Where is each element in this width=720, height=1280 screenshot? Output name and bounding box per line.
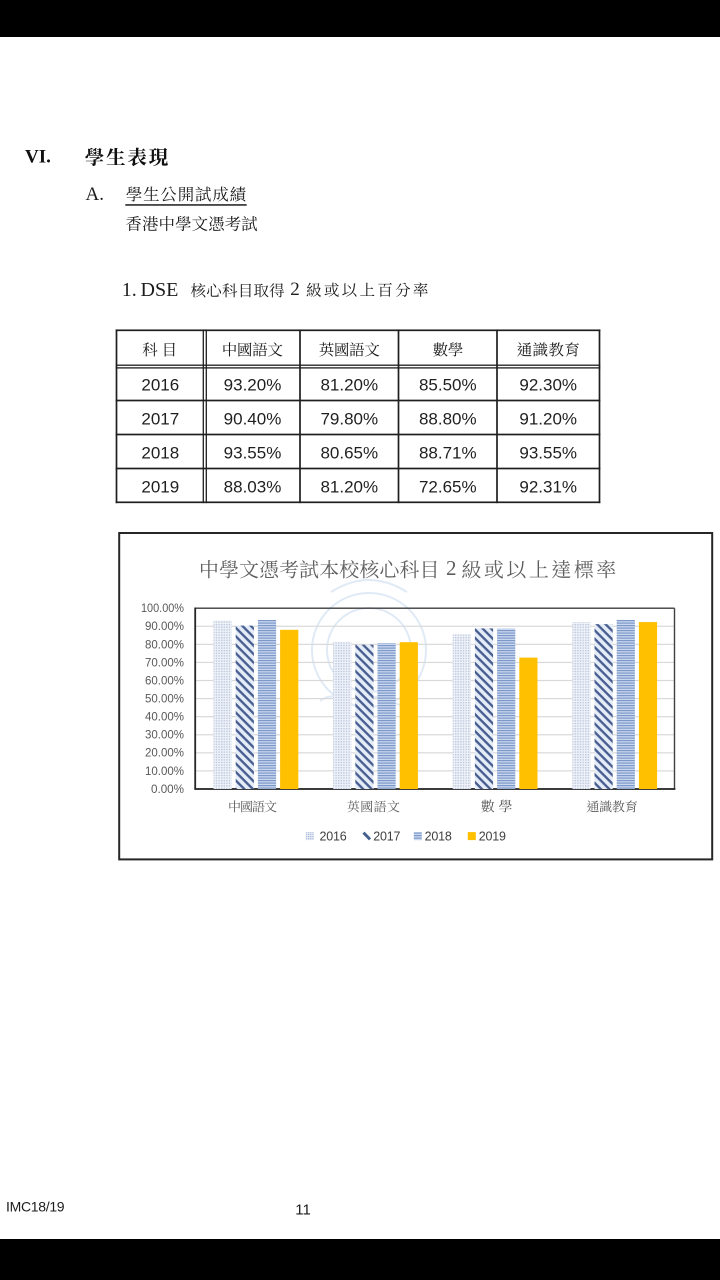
svg-text:0.00%: 0.00% — [151, 784, 184, 796]
svg-text:80.00%: 80.00% — [145, 639, 184, 651]
svg-text:A.: A. — [86, 184, 104, 205]
svg-text:30.00%: 30.00% — [145, 730, 184, 742]
svg-text:2019: 2019 — [141, 478, 179, 497]
svg-text:88.71%: 88.71% — [419, 444, 477, 463]
svg-text:50.00%: 50.00% — [145, 694, 184, 706]
svg-text:20.00%: 20.00% — [145, 748, 184, 760]
svg-text:93.55%: 93.55% — [519, 444, 577, 463]
svg-text:1.: 1. — [122, 279, 137, 301]
svg-text:2019: 2019 — [479, 829, 506, 843]
svg-text:2018: 2018 — [425, 829, 452, 843]
svg-text:11: 11 — [295, 1202, 311, 1219]
svg-text:90.40%: 90.40% — [224, 410, 282, 429]
svg-text:70.00%: 70.00% — [145, 657, 184, 669]
svg-text:IMC18/19: IMC18/19 — [6, 1199, 65, 1215]
svg-text:DSE: DSE — [141, 279, 179, 301]
svg-text:85.50%: 85.50% — [419, 376, 477, 395]
svg-text:81.20%: 81.20% — [320, 376, 378, 395]
svg-text:2: 2 — [290, 279, 300, 300]
svg-text:60.00%: 60.00% — [145, 675, 184, 687]
svg-text:10.00%: 10.00% — [145, 766, 184, 778]
svg-text:80.65%: 80.65% — [320, 444, 378, 463]
svg-text:2016: 2016 — [320, 829, 347, 843]
svg-text:2: 2 — [446, 556, 457, 580]
svg-text:81.20%: 81.20% — [320, 478, 378, 497]
svg-text:88.80%: 88.80% — [419, 410, 477, 429]
svg-text:92.31%: 92.31% — [519, 478, 577, 497]
svg-text:91.20%: 91.20% — [519, 410, 577, 429]
svg-text:2017: 2017 — [373, 829, 400, 843]
svg-text:2018: 2018 — [141, 444, 179, 463]
svg-text:2016: 2016 — [141, 376, 179, 395]
svg-text:VI.: VI. — [25, 147, 51, 168]
svg-text:92.30%: 92.30% — [519, 376, 577, 395]
svg-text:72.65%: 72.65% — [419, 478, 477, 497]
svg-text:79.80%: 79.80% — [320, 410, 378, 429]
svg-text:100.00%: 100.00% — [141, 603, 184, 615]
svg-text:40.00%: 40.00% — [145, 712, 184, 724]
svg-text:93.20%: 93.20% — [224, 376, 282, 395]
svg-text:2017: 2017 — [141, 410, 179, 429]
svg-text:90.00%: 90.00% — [145, 621, 184, 633]
svg-text:88.03%: 88.03% — [224, 478, 282, 497]
svg-text:93.55%: 93.55% — [224, 444, 282, 463]
